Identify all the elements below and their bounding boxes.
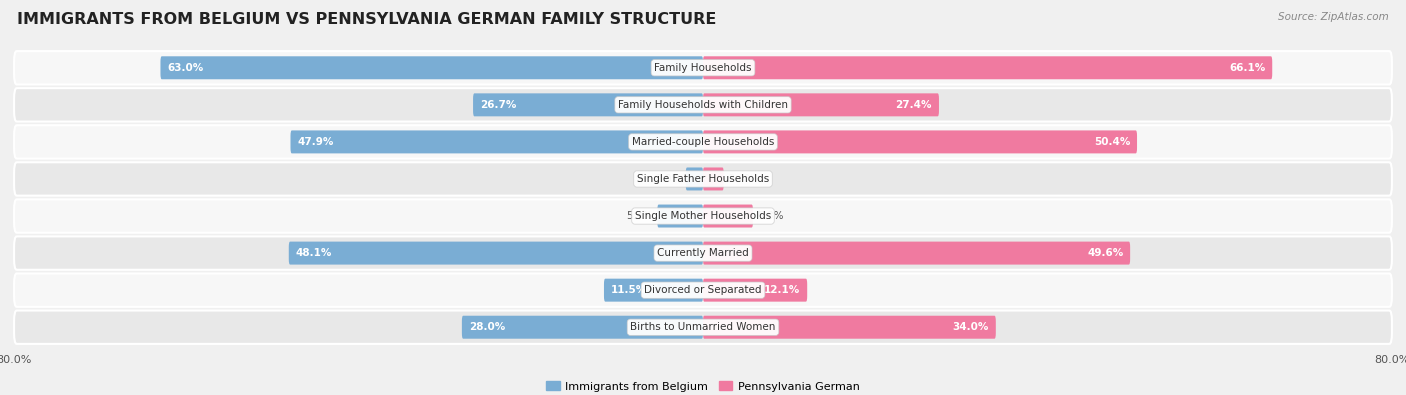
Text: 26.7%: 26.7% [479, 100, 516, 110]
Text: 5.3%: 5.3% [627, 211, 652, 221]
Text: 63.0%: 63.0% [167, 63, 204, 73]
FancyBboxPatch shape [14, 88, 1392, 122]
Text: 2.0%: 2.0% [655, 174, 682, 184]
Text: Married-couple Households: Married-couple Households [631, 137, 775, 147]
Text: Divorced or Separated: Divorced or Separated [644, 285, 762, 295]
Text: 11.5%: 11.5% [610, 285, 647, 295]
Text: 12.1%: 12.1% [763, 285, 800, 295]
Text: Single Father Households: Single Father Households [637, 174, 769, 184]
Text: Currently Married: Currently Married [657, 248, 749, 258]
FancyBboxPatch shape [703, 242, 1130, 265]
FancyBboxPatch shape [14, 51, 1392, 85]
FancyBboxPatch shape [160, 56, 703, 79]
Text: 48.1%: 48.1% [295, 248, 332, 258]
Text: 27.4%: 27.4% [896, 100, 932, 110]
FancyBboxPatch shape [14, 237, 1392, 270]
FancyBboxPatch shape [703, 56, 1272, 79]
FancyBboxPatch shape [14, 273, 1392, 307]
FancyBboxPatch shape [291, 130, 703, 153]
Legend: Immigrants from Belgium, Pennsylvania German: Immigrants from Belgium, Pennsylvania Ge… [541, 377, 865, 395]
FancyBboxPatch shape [703, 316, 995, 339]
FancyBboxPatch shape [14, 310, 1392, 344]
FancyBboxPatch shape [658, 205, 703, 228]
Text: Single Mother Households: Single Mother Households [636, 211, 770, 221]
Text: 34.0%: 34.0% [952, 322, 988, 332]
Text: 47.9%: 47.9% [298, 137, 333, 147]
Text: 28.0%: 28.0% [468, 322, 505, 332]
Text: 66.1%: 66.1% [1229, 63, 1265, 73]
Text: 2.4%: 2.4% [728, 174, 755, 184]
Text: 50.4%: 50.4% [1094, 137, 1130, 147]
Text: Family Households with Children: Family Households with Children [619, 100, 787, 110]
FancyBboxPatch shape [703, 278, 807, 302]
FancyBboxPatch shape [703, 167, 724, 190]
Text: Births to Unmarried Women: Births to Unmarried Women [630, 322, 776, 332]
FancyBboxPatch shape [472, 93, 703, 117]
FancyBboxPatch shape [463, 316, 703, 339]
Text: 5.8%: 5.8% [758, 211, 783, 221]
FancyBboxPatch shape [14, 162, 1392, 196]
Text: Family Households: Family Households [654, 63, 752, 73]
FancyBboxPatch shape [703, 130, 1137, 153]
FancyBboxPatch shape [686, 167, 703, 190]
FancyBboxPatch shape [703, 205, 754, 228]
FancyBboxPatch shape [14, 199, 1392, 233]
FancyBboxPatch shape [703, 93, 939, 117]
FancyBboxPatch shape [288, 242, 703, 265]
Text: Source: ZipAtlas.com: Source: ZipAtlas.com [1278, 12, 1389, 22]
FancyBboxPatch shape [605, 278, 703, 302]
Text: 49.6%: 49.6% [1087, 248, 1123, 258]
Text: IMMIGRANTS FROM BELGIUM VS PENNSYLVANIA GERMAN FAMILY STRUCTURE: IMMIGRANTS FROM BELGIUM VS PENNSYLVANIA … [17, 12, 716, 27]
FancyBboxPatch shape [14, 125, 1392, 158]
